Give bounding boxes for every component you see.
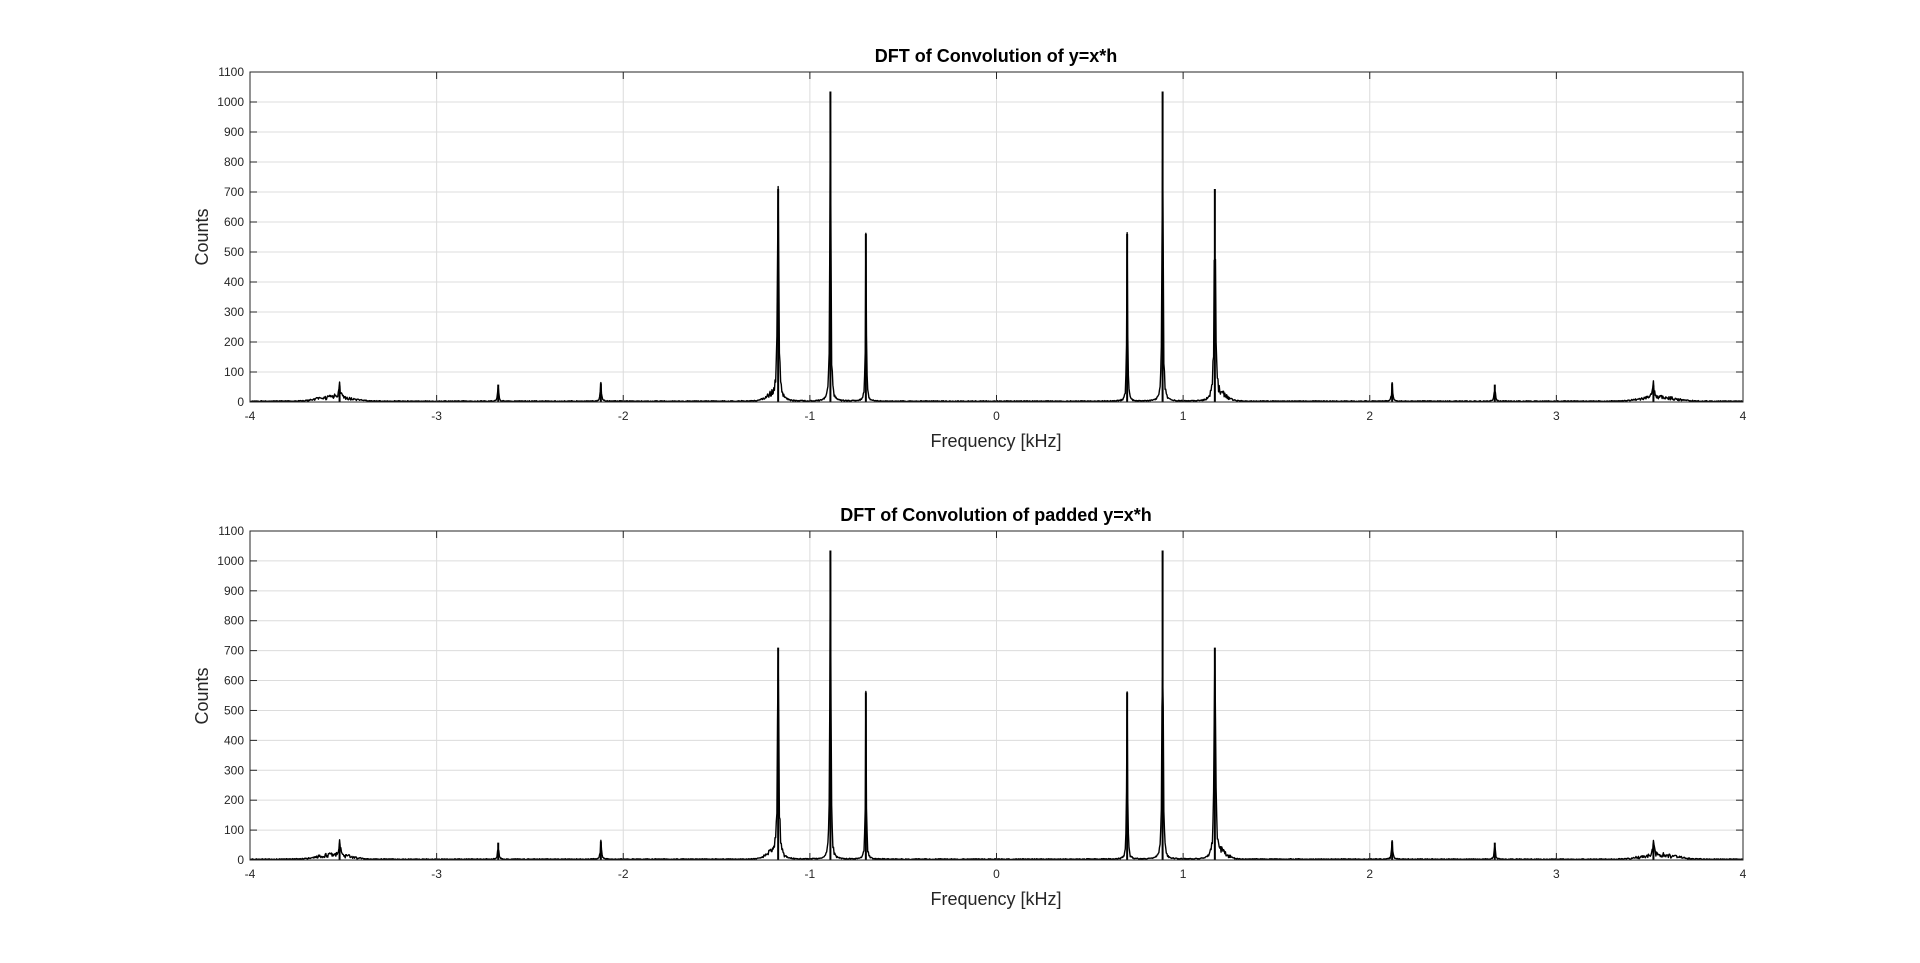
subplot-1-xtick-label: 4 <box>1740 409 1747 423</box>
subplot-2-ytick-label: 900 <box>224 584 244 598</box>
subplot-1-xtick-label: -1 <box>805 409 816 423</box>
subplot-2: DFT of Convolution of padded y=x*h Frequ… <box>192 505 1747 909</box>
subplot-1-ytick-label: 500 <box>224 245 244 259</box>
subplot-2-ylabel: Counts <box>192 667 212 724</box>
subplot-1-data <box>249 91 1744 403</box>
subplot-2-ytick-label: 600 <box>224 674 244 688</box>
subplot-1-xtick-label: 0 <box>993 409 1000 423</box>
subplot-1-xtick-label: 2 <box>1366 409 1373 423</box>
subplot-1-ylabel: Counts <box>192 208 212 265</box>
subplot-2-ytick-label: 400 <box>224 733 244 747</box>
subplot-1-xlabel: Frequency [kHz] <box>930 431 1061 451</box>
subplot-1-ytick-label: 1000 <box>217 95 244 109</box>
subplot-2-ytick-label: 200 <box>224 793 244 807</box>
subplot-1-ytick-label: 300 <box>224 305 244 319</box>
subplot-2-xtick-label: -2 <box>618 867 629 881</box>
subplot-2-axes: -4 -3 -2 -1 0 1 2 3 4 0 100 200 300 400 500 600 700 800 90… <box>217 524 1746 881</box>
subplot-1-axes: -4 -3 -2 -1 0 1 2 3 4 0 100 200 300 400 500 600 700 800 90… <box>217 65 1746 423</box>
subplot-2-xtick-label: 2 <box>1366 867 1373 881</box>
subplot-1-ytick-label: 800 <box>224 155 244 169</box>
subplot-1-ytick-label: 1100 <box>218 65 244 79</box>
subplot-2-ytick-label: 500 <box>224 703 244 717</box>
subplot-1-ytick-label: 600 <box>224 215 244 229</box>
subplot-2-xlabel: Frequency [kHz] <box>930 889 1061 909</box>
subplot-1-ytick-label: 700 <box>224 185 244 199</box>
subplot-2-ytick-label: 100 <box>224 823 244 837</box>
subplot-1-grid <box>250 72 1743 402</box>
subplot-2-grid <box>250 531 1743 860</box>
subplot-1-xtick-label: -3 <box>431 409 442 423</box>
subplot-1-ytick-label: 100 <box>224 365 244 379</box>
subplot-1-xtick-label: 3 <box>1553 409 1560 423</box>
subplot-1-xtick-label: -4 <box>245 409 256 423</box>
subplot-2-title: DFT of Convolution of padded y=x*h <box>840 505 1151 525</box>
subplot-2-xtick-label: 4 <box>1740 867 1747 881</box>
subplot-1: DFT of Convolution of y=x*h Frequency [k… <box>192 46 1747 451</box>
subplot-1-title: DFT of Convolution of y=x*h <box>875 46 1117 66</box>
subplot-2-ytick-label: 300 <box>224 763 244 777</box>
subplot-1-ytick-label: 400 <box>224 275 244 289</box>
subplot-1-xtick-label: -2 <box>618 409 629 423</box>
subplot-2-ytick-label: 0 <box>237 853 244 867</box>
subplot-1-xtick-label: 1 <box>1180 409 1187 423</box>
subplot-2-xtick-label: 3 <box>1553 867 1560 881</box>
subplot-1-ytick-label: 900 <box>224 125 244 139</box>
subplot-2-ytick-label: 1100 <box>218 524 244 538</box>
subplot-1-ytick-label: 200 <box>224 335 244 349</box>
subplot-2-xtick-label: 1 <box>1180 867 1187 881</box>
subplot-2-ytick-label: 800 <box>224 614 244 628</box>
subplot-1-ytick-label: 0 <box>237 395 244 409</box>
subplot-2-xtick-label: -4 <box>245 867 256 881</box>
subplot-2-xtick-label: -1 <box>805 867 816 881</box>
subplot-2-xtick-label: -3 <box>431 867 442 881</box>
subplot-2-ytick-label: 700 <box>224 644 244 658</box>
subplot-2-ytick-label: 1000 <box>217 554 244 568</box>
subplot-2-xtick-label: 0 <box>993 867 1000 881</box>
